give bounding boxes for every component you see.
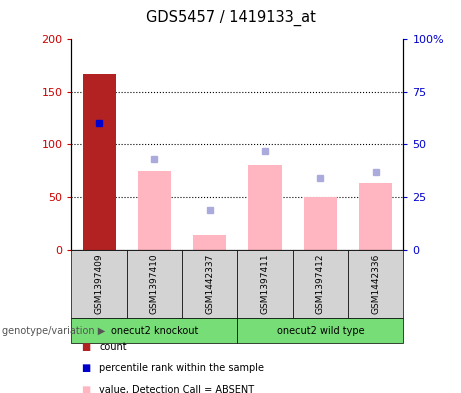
Bar (304, 197, 337, 250)
Bar (83, 74, 116, 250)
Bar (193, 235, 226, 250)
Bar (127, 250, 182, 318)
Text: GDS5457 / 1419133_at: GDS5457 / 1419133_at (146, 10, 315, 26)
Text: GSM1397412: GSM1397412 (316, 254, 325, 314)
Text: ■: ■ (81, 342, 90, 352)
Text: genotype/variation ▶: genotype/variation ▶ (2, 325, 106, 336)
Text: GSM1397410: GSM1397410 (150, 253, 159, 314)
Bar (237, 250, 293, 318)
Bar (293, 250, 348, 318)
Bar (359, 183, 392, 250)
Bar (348, 250, 403, 318)
Bar (138, 171, 171, 250)
Text: ■: ■ (81, 385, 90, 393)
Text: count: count (99, 342, 127, 352)
Text: GSM1397411: GSM1397411 (260, 253, 270, 314)
Text: GSM1442337: GSM1442337 (205, 254, 214, 314)
Bar (71, 318, 237, 343)
Text: value, Detection Call = ABSENT: value, Detection Call = ABSENT (99, 385, 254, 393)
Bar (248, 165, 282, 250)
Text: onecut2 wild type: onecut2 wild type (277, 325, 364, 336)
Text: GSM1397409: GSM1397409 (95, 253, 104, 314)
Text: GSM1442336: GSM1442336 (371, 254, 380, 314)
Bar (182, 250, 237, 318)
Bar (237, 318, 403, 343)
Text: ■: ■ (81, 363, 90, 373)
Text: percentile rank within the sample: percentile rank within the sample (99, 363, 264, 373)
Text: onecut2 knockout: onecut2 knockout (111, 325, 198, 336)
Bar (71, 250, 127, 318)
